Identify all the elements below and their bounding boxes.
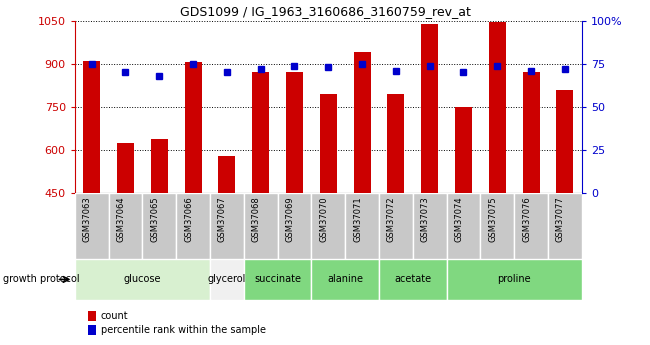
Text: GSM37064: GSM37064 bbox=[116, 196, 125, 242]
Bar bbox=[489, 22, 506, 193]
Bar bbox=[455, 107, 472, 193]
Text: GSM37069: GSM37069 bbox=[285, 196, 294, 242]
Bar bbox=[278, 193, 311, 259]
Bar bbox=[75, 259, 210, 300]
Bar bbox=[447, 259, 582, 300]
Text: GSM37070: GSM37070 bbox=[319, 196, 328, 242]
Bar bbox=[218, 156, 235, 193]
Bar bbox=[244, 259, 311, 300]
Bar bbox=[311, 259, 379, 300]
Text: GSM37063: GSM37063 bbox=[83, 196, 92, 242]
Text: GSM37074: GSM37074 bbox=[454, 196, 463, 242]
Bar bbox=[244, 193, 278, 259]
Text: GSM37075: GSM37075 bbox=[488, 196, 497, 242]
Bar bbox=[447, 193, 480, 259]
Bar bbox=[387, 94, 404, 193]
Bar bbox=[142, 193, 176, 259]
Text: growth protocol: growth protocol bbox=[3, 275, 80, 284]
Bar bbox=[480, 193, 514, 259]
Text: percentile rank within the sample: percentile rank within the sample bbox=[101, 325, 266, 335]
Bar bbox=[252, 72, 269, 193]
Bar bbox=[523, 72, 540, 193]
Text: count: count bbox=[101, 311, 129, 321]
Bar bbox=[413, 193, 447, 259]
Text: GSM37076: GSM37076 bbox=[522, 196, 531, 242]
Bar bbox=[354, 52, 370, 193]
Bar bbox=[151, 139, 168, 193]
Text: proline: proline bbox=[497, 275, 531, 284]
Text: GSM37068: GSM37068 bbox=[252, 196, 261, 242]
Bar bbox=[117, 143, 134, 193]
Text: GSM37072: GSM37072 bbox=[387, 196, 396, 242]
Bar bbox=[83, 61, 100, 193]
Bar bbox=[210, 193, 244, 259]
Bar bbox=[176, 193, 210, 259]
Text: glycerol: glycerol bbox=[207, 275, 246, 284]
Text: glucose: glucose bbox=[124, 275, 161, 284]
Bar bbox=[421, 23, 438, 193]
Bar bbox=[286, 72, 303, 193]
Text: GSM37065: GSM37065 bbox=[150, 196, 159, 242]
Text: GSM37067: GSM37067 bbox=[218, 196, 227, 242]
Bar bbox=[210, 259, 244, 300]
Text: alanine: alanine bbox=[327, 275, 363, 284]
Bar bbox=[311, 193, 345, 259]
Bar bbox=[109, 193, 142, 259]
Bar bbox=[185, 62, 202, 193]
Bar bbox=[379, 193, 413, 259]
Bar bbox=[379, 259, 447, 300]
Bar bbox=[320, 94, 337, 193]
Text: GDS1099 / IG_1963_3160686_3160759_rev_at: GDS1099 / IG_1963_3160686_3160759_rev_at bbox=[179, 5, 471, 18]
Bar bbox=[345, 193, 379, 259]
Text: acetate: acetate bbox=[394, 275, 432, 284]
Bar bbox=[548, 193, 582, 259]
Text: GSM37071: GSM37071 bbox=[353, 196, 362, 242]
Text: GSM37066: GSM37066 bbox=[184, 196, 193, 242]
Text: succinate: succinate bbox=[254, 275, 301, 284]
Bar bbox=[556, 90, 573, 193]
Text: GSM37073: GSM37073 bbox=[421, 196, 430, 242]
Bar bbox=[75, 193, 109, 259]
Bar bbox=[514, 193, 548, 259]
Text: GSM37077: GSM37077 bbox=[556, 196, 565, 242]
